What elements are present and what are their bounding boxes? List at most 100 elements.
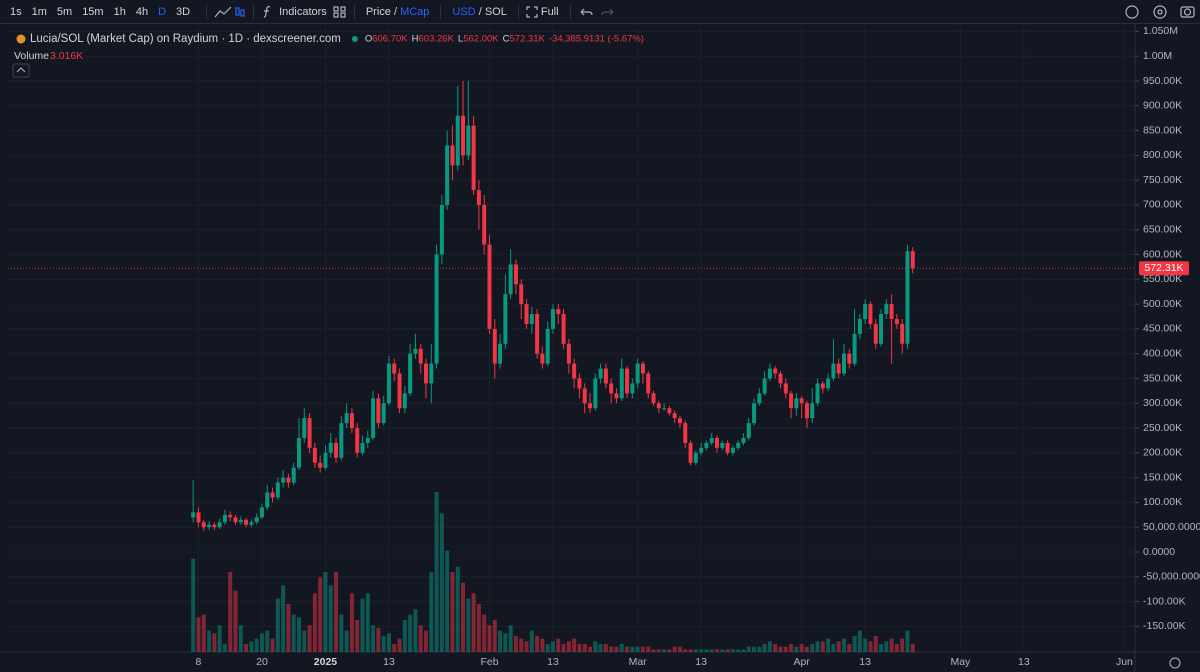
x-tick-label: 13 (1018, 656, 1030, 668)
y-tick-label: 100.00K (1143, 496, 1182, 508)
fx-icon[interactable] (260, 5, 274, 19)
volume-bar (233, 590, 238, 652)
candle-body (550, 309, 555, 329)
volume-bar (503, 633, 508, 652)
interval-button[interactable]: D (158, 5, 167, 18)
full-icon[interactable] (525, 5, 539, 19)
settings-icon[interactable] (1169, 657, 1181, 669)
volume-bar (307, 625, 312, 652)
candle-body (762, 378, 767, 394)
interval-button[interactable]: 1s (10, 5, 22, 18)
currency-toggle[interactable]: USD / SOL (452, 6, 506, 18)
candle-body (413, 348, 418, 354)
x-tick-label: 13 (859, 656, 871, 668)
candle-body (556, 309, 561, 315)
volume-bar (259, 633, 264, 652)
candle-body (519, 284, 524, 305)
candle-body (408, 353, 413, 394)
legend-key: C (503, 34, 510, 45)
volume-bar (667, 649, 672, 652)
candles-icon[interactable] (233, 5, 247, 19)
mcap[interactable]: MCap (400, 5, 430, 18)
candle-body (693, 452, 698, 463)
volume-bar (598, 644, 603, 652)
volume-bar (704, 649, 709, 652)
layout-icon[interactable] (332, 5, 348, 19)
indicators-button[interactable]: Indicators (279, 5, 327, 18)
candle-body (207, 524, 212, 528)
volume-bar (767, 641, 772, 652)
y-tick-label: 650.00K (1143, 224, 1182, 236)
grid (8, 24, 1135, 652)
volume-bar (482, 614, 487, 652)
volume-bar (662, 649, 667, 652)
volume-bar (725, 649, 730, 652)
candle-body (201, 522, 206, 528)
candle-body (302, 418, 307, 438)
sol[interactable]: SOL (484, 5, 507, 18)
candle-body (841, 353, 846, 374)
chart-type-icon[interactable] (213, 5, 233, 19)
volume-bar (318, 577, 323, 652)
candle-body (450, 145, 455, 166)
collapse-button[interactable] (12, 63, 30, 78)
candle-body (212, 524, 217, 528)
price-toggle[interactable]: Price / MCap (366, 6, 430, 18)
chart-title: Lucia/SOL (Market Cap) on Raydium · 1D ·… (30, 33, 341, 45)
candle-body (672, 413, 677, 419)
candle-body (418, 348, 423, 364)
candle-body (820, 383, 825, 389)
candle-body (889, 304, 894, 319)
y-tick-label: 400.00K (1143, 347, 1182, 359)
volume-bar (677, 646, 682, 652)
candle-body (360, 442, 365, 453)
x-tick-label: 13 (547, 656, 559, 668)
candle-body (434, 254, 439, 364)
candle-body (191, 512, 196, 518)
candle-body (730, 447, 735, 453)
candle-body (259, 507, 264, 518)
volume-bar (815, 641, 820, 652)
volume-bar (847, 644, 852, 652)
candle-body (461, 115, 466, 156)
candle-body (900, 323, 905, 344)
undo-redo[interactable] (577, 5, 617, 19)
candle-body (651, 393, 656, 404)
interval-button[interactable]: 1m (31, 5, 47, 18)
volume-bar (630, 646, 635, 652)
volume-bar (715, 649, 720, 652)
interval-button[interactable]: 1h (113, 5, 126, 18)
candle-body (529, 314, 534, 324)
interval-button[interactable]: 5m (56, 5, 73, 18)
volume-bar (789, 644, 794, 652)
candle-body (873, 323, 878, 344)
candle-body (386, 363, 391, 404)
interval-button[interactable]: 3D (176, 5, 191, 18)
volume-legend-name: Volume (14, 50, 49, 62)
candle-body (439, 204, 444, 255)
candle-body (852, 333, 857, 364)
volume-bar (207, 630, 212, 652)
ohlc-legend: O 606.70K H 603.26K L 562.00K C 572.31K -34,385.… (365, 34, 644, 45)
candle-body (244, 519, 249, 525)
volume-bar (556, 638, 561, 652)
volume-bar (455, 566, 460, 652)
volume-bar (566, 641, 571, 652)
interval-button[interactable]: 15m (82, 5, 104, 18)
legend-value: 603.26K (419, 34, 455, 45)
candle-body (328, 442, 333, 453)
volume-bar (254, 638, 259, 652)
volume-bar (212, 633, 217, 652)
price[interactable]: Price (365, 5, 391, 18)
interval-button[interactable]: 4h (135, 5, 149, 18)
full-button[interactable]: Full (540, 5, 559, 18)
candle-body (402, 393, 407, 409)
candle-body (725, 442, 730, 453)
volume-bar (889, 638, 894, 652)
usd[interactable]: USD (452, 5, 476, 18)
candle-body (868, 304, 873, 324)
candle-body (222, 514, 227, 523)
volume-bar (386, 633, 391, 652)
right-icons[interactable] (1120, 3, 1200, 21)
